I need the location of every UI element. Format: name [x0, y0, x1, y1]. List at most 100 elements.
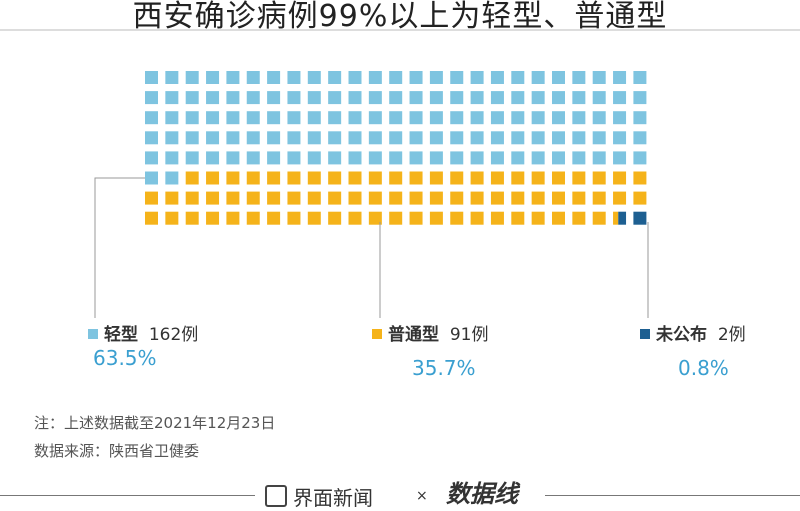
waffle-cell-light — [490, 111, 504, 125]
waffle-cell-light — [450, 91, 464, 105]
waffle-cell-normal — [470, 211, 484, 225]
waffle-cell-light — [450, 131, 464, 145]
waffle-cell-normal — [409, 191, 423, 205]
waffle-cell-light — [592, 131, 606, 145]
waffle-cell-light — [226, 151, 240, 165]
waffle-cell-normal — [470, 171, 484, 185]
waffle-cell-normal — [450, 171, 464, 185]
waffle-cell-light — [267, 131, 281, 145]
waffle-cell-normal — [206, 191, 220, 205]
divider — [0, 29, 800, 31]
legend-swatch — [372, 329, 382, 339]
waffle-cell-light — [185, 151, 199, 165]
waffle-cell-light — [490, 131, 504, 145]
waffle-cell-light — [185, 131, 199, 145]
waffle-cell-light — [572, 151, 586, 165]
waffle-cell-normal — [246, 211, 260, 225]
waffle-cell-normal — [307, 171, 321, 185]
waffle-cell-light — [246, 111, 260, 125]
waffle-cell-light — [145, 91, 158, 105]
waffle-cell-normal — [206, 171, 220, 185]
waffle-cell-light — [552, 151, 565, 165]
waffle-cell-normal — [409, 211, 423, 225]
legend-label: 普通型 — [388, 325, 439, 345]
waffle-cell-normal — [572, 171, 586, 185]
waffle-cell-light — [348, 131, 362, 145]
waffle-cell-normal — [429, 211, 443, 225]
waffle-cell-normal — [572, 191, 586, 205]
footer-brand-logo: 数据线 — [446, 480, 518, 508]
waffle-cell-normal — [267, 171, 281, 185]
waffle-cell-light — [572, 111, 586, 125]
waffle-cell-light — [287, 91, 301, 105]
brand-name: 界面新闻 — [293, 486, 373, 510]
waffle-cell-light — [267, 91, 281, 105]
waffle-cell-normal — [389, 211, 403, 225]
waffle-cell-light — [470, 91, 484, 105]
waffle-cell-light — [633, 91, 647, 105]
waffle-cell-normal — [348, 211, 362, 225]
waffle-cell-light — [287, 131, 301, 145]
waffle-cell-normal — [185, 211, 199, 225]
waffle-cell-light — [287, 71, 301, 84]
waffle-cell-light — [145, 171, 158, 185]
waffle-cell-light — [226, 111, 240, 125]
waffle-cell-light — [429, 151, 443, 165]
legend-count: 162例 — [148, 325, 199, 345]
waffle-cell-light — [470, 131, 484, 145]
waffle-cell-light — [450, 71, 464, 84]
waffle-cell-normal — [389, 191, 403, 205]
waffle-cell-light — [368, 131, 382, 145]
footer-brand-jiemian: 界面新闻 — [265, 482, 373, 511]
waffle-cell-normal — [328, 191, 342, 205]
waffle-cell-normal — [226, 191, 240, 205]
waffle-cell-light — [613, 151, 627, 165]
waffle-cell-light — [470, 71, 484, 84]
waffle-cell-light — [348, 71, 362, 84]
waffle-cell-light — [368, 91, 382, 105]
waffle-cell-light — [531, 131, 545, 145]
waffle-cell-normal — [613, 171, 627, 185]
waffle-cell-light — [613, 91, 627, 105]
legend-item-unknown: 未公布 2例 — [640, 320, 746, 345]
waffle-cell-light — [206, 131, 220, 145]
waffle-cell-light — [633, 131, 647, 145]
waffle-cell-light — [348, 151, 362, 165]
waffle-cell-normal — [552, 211, 565, 225]
waffle-cell-normal — [226, 211, 240, 225]
waffle-cell-light — [490, 71, 504, 84]
waffle-cell-light — [429, 111, 443, 125]
waffle-cell-unknown — [618, 211, 627, 225]
source-text: 数据来源：陕西省卫健委 — [34, 442, 200, 460]
legend-item-light: 轻型 162例 — [88, 320, 198, 345]
waffle-cell-light — [613, 71, 627, 84]
waffle-cell-light — [450, 151, 464, 165]
waffle-cell-normal — [511, 191, 525, 205]
waffle-cell-normal — [287, 191, 301, 205]
waffle-cell-light — [246, 91, 260, 105]
waffle-cell-normal — [450, 211, 464, 225]
waffle-cell-light — [287, 111, 301, 125]
waffle-cell-normal — [185, 171, 199, 185]
waffle-cell-light — [613, 131, 627, 145]
waffle-cell-normal — [531, 211, 545, 225]
waffle-cell-light — [552, 91, 565, 105]
waffle-cell-normal — [429, 171, 443, 185]
waffle-cell-light — [409, 71, 423, 84]
waffle-cell-light — [552, 111, 565, 125]
waffle-cell-normal — [307, 211, 321, 225]
waffle-cell-normal — [307, 191, 321, 205]
waffle-cell-light — [409, 111, 423, 125]
waffle-cell-light — [206, 91, 220, 105]
waffle-cell-normal — [592, 211, 606, 225]
waffle-cell-light — [531, 151, 545, 165]
waffle-cell-normal — [511, 171, 525, 185]
waffle-cell-normal — [267, 191, 281, 205]
waffle-cell-light — [389, 71, 403, 84]
waffle-cell-light — [511, 131, 525, 145]
waffle-cell-normal — [368, 191, 382, 205]
waffle-chart — [94, 71, 649, 318]
waffle-cell-light — [409, 151, 423, 165]
waffle-cell-light — [165, 151, 179, 165]
waffle-cell-light — [470, 151, 484, 165]
